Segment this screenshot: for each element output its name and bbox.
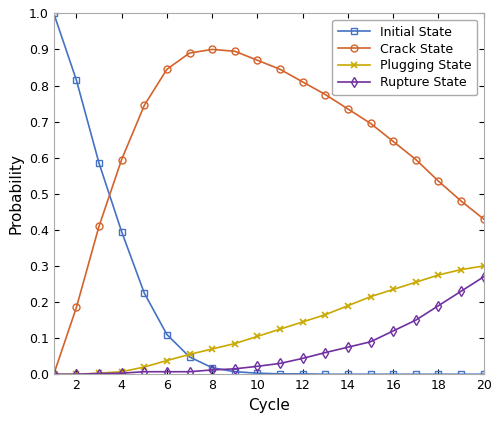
Rupture State (186, 369, 192, 374)
Crack State (413, 157, 419, 162)
Crack State (96, 224, 102, 229)
Crack State (480, 216, 486, 221)
Y-axis label: Probability: Probability (8, 153, 24, 234)
Initial State (480, 372, 486, 377)
Rupture State (458, 289, 464, 294)
Crack State (118, 157, 124, 162)
Rupture State (436, 303, 442, 308)
Plugging State (186, 352, 192, 357)
Rupture State (368, 339, 374, 344)
Initial State (209, 365, 215, 370)
Rupture State (74, 372, 80, 377)
Line: Crack State: Crack State (50, 46, 487, 378)
Crack State (164, 67, 170, 72)
Initial State (118, 229, 124, 234)
Rupture State (209, 368, 215, 373)
Initial State (458, 372, 464, 377)
Initial State (277, 371, 283, 376)
Initial State (345, 372, 351, 377)
Rupture State (232, 366, 238, 371)
Plugging State (51, 372, 57, 377)
Crack State (322, 92, 328, 97)
Rupture State (96, 371, 102, 376)
Rupture State (413, 317, 419, 322)
Rupture State (51, 372, 57, 377)
Crack State (186, 51, 192, 56)
Crack State (51, 372, 57, 377)
Initial State (51, 11, 57, 16)
Plugging State (164, 358, 170, 363)
Plugging State (458, 267, 464, 272)
Plugging State (277, 327, 283, 332)
Plugging State (436, 272, 442, 277)
Plugging State (74, 372, 80, 377)
Crack State (390, 139, 396, 144)
Plugging State (368, 294, 374, 299)
Plugging State (209, 346, 215, 352)
Initial State (368, 372, 374, 377)
Crack State (74, 305, 80, 310)
Plugging State (480, 264, 486, 269)
Initial State (436, 372, 442, 377)
Rupture State (300, 356, 306, 361)
Initial State (300, 371, 306, 376)
X-axis label: Cycle: Cycle (248, 398, 290, 413)
Rupture State (164, 369, 170, 374)
Initial State (164, 332, 170, 337)
Line: Plugging State: Plugging State (50, 263, 487, 378)
Plugging State (345, 303, 351, 308)
Plugging State (232, 341, 238, 346)
Initial State (322, 372, 328, 377)
Initial State (254, 370, 260, 376)
Legend: Initial State, Crack State, Plugging State, Rupture State: Initial State, Crack State, Plugging Sta… (332, 20, 478, 95)
Initial State (186, 354, 192, 360)
Crack State (436, 179, 442, 184)
Line: Rupture State: Rupture State (50, 273, 487, 378)
Rupture State (480, 274, 486, 279)
Plugging State (118, 369, 124, 374)
Plugging State (322, 312, 328, 317)
Crack State (345, 107, 351, 112)
Initial State (232, 369, 238, 374)
Initial State (74, 77, 80, 83)
Rupture State (118, 370, 124, 376)
Plugging State (390, 287, 396, 292)
Line: Initial State: Initial State (50, 10, 487, 378)
Crack State (142, 103, 148, 108)
Plugging State (96, 370, 102, 376)
Initial State (413, 372, 419, 377)
Rupture State (277, 361, 283, 366)
Rupture State (345, 345, 351, 350)
Crack State (368, 121, 374, 126)
Crack State (209, 47, 215, 52)
Initial State (142, 290, 148, 296)
Plugging State (300, 320, 306, 325)
Crack State (300, 80, 306, 85)
Plugging State (413, 280, 419, 285)
Plugging State (142, 365, 148, 370)
Rupture State (322, 350, 328, 355)
Plugging State (254, 334, 260, 339)
Crack State (458, 198, 464, 203)
Crack State (232, 49, 238, 54)
Rupture State (254, 364, 260, 369)
Crack State (277, 67, 283, 72)
Rupture State (390, 328, 396, 333)
Crack State (254, 58, 260, 63)
Initial State (96, 160, 102, 165)
Initial State (390, 372, 396, 377)
Rupture State (142, 369, 148, 374)
